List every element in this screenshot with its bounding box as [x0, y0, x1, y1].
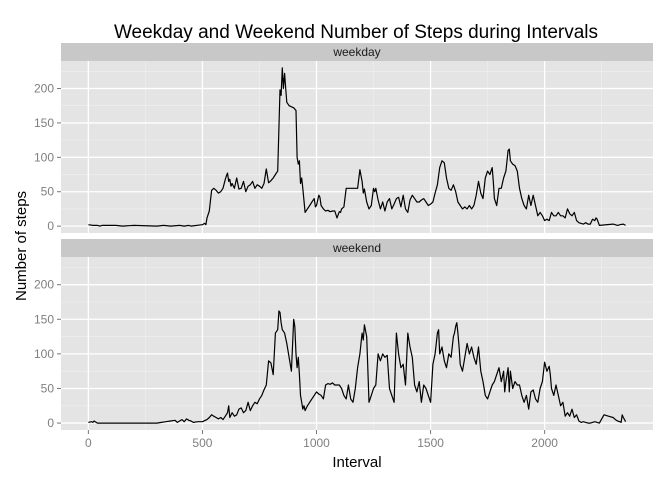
- strip-label-weekday: weekday: [332, 45, 380, 59]
- strip-weekday: [61, 43, 653, 61]
- panel-weekday: weekday 0 50 100 150 200: [34, 43, 653, 233]
- x-axis: 0 500 1000 1500 2000: [85, 430, 558, 450]
- x-tick-label-2000: 2000: [531, 436, 558, 450]
- series-line-weekend: [88, 310, 627, 424]
- x-tick-label-1500: 1500: [417, 436, 444, 450]
- x-tick-label-1000: 1000: [303, 436, 330, 450]
- facet-panels: weekday 0 50 100 150 200 weekend 0 50 100 150 200: [34, 43, 653, 430]
- y-tick-label-150: 150: [34, 312, 54, 326]
- y-tick-label-50: 50: [41, 381, 55, 395]
- plot-area-weekend: [61, 257, 653, 430]
- y-tick-label-200: 200: [34, 278, 54, 292]
- y-tick-label-200: 200: [34, 82, 54, 96]
- y-axis-title: Number of steps: [13, 191, 30, 301]
- y-tick-label-100: 100: [34, 150, 54, 164]
- series-line-weekday: [88, 67, 626, 227]
- y-tick-label-100: 100: [34, 347, 54, 361]
- strip-label-weekend: weekend: [332, 241, 381, 255]
- x-tick-label-0: 0: [85, 436, 92, 450]
- x-tick-label-500: 500: [192, 436, 212, 450]
- y-tick-label-0: 0: [47, 219, 54, 233]
- y-tick-label-150: 150: [34, 116, 54, 130]
- panel-weekend: weekend 0 50 100 150 200: [34, 239, 653, 430]
- chart-title: Weekday and Weekend Number of Steps duri…: [114, 22, 598, 43]
- strip-weekend: [61, 239, 653, 257]
- x-axis-title: Interval: [332, 454, 381, 471]
- y-tick-label-0: 0: [47, 416, 54, 430]
- y-tick-label-50: 50: [41, 185, 55, 199]
- plot-area-weekday: [61, 61, 653, 233]
